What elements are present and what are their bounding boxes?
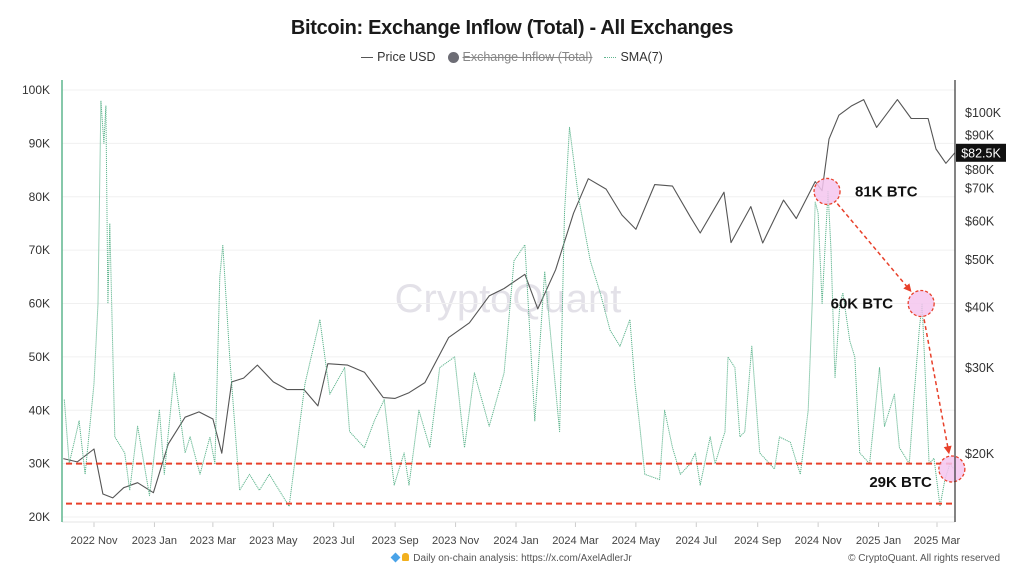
y-right-tick-label: $20K <box>965 447 995 461</box>
highlight-circle <box>813 177 841 206</box>
x-tick-label: 2023 Sep <box>372 535 419 547</box>
legend-item-exchange-inflow[interactable]: Exchange Inflow (Total) <box>447 50 593 64</box>
legend-label: SMA(7) <box>620 50 663 64</box>
y-left-tick-label: 60K <box>29 297 50 311</box>
footer-analysis-text[interactable]: Daily on-chain analysis: https://x.com/A… <box>413 553 632 564</box>
y-left-tick-label: 90K <box>29 136 50 150</box>
y-right-tick-label: $100K <box>965 106 1002 120</box>
y-left-tick-label: 40K <box>29 403 50 417</box>
y-right-tick-label: $30K <box>965 361 995 375</box>
legend-item-sma[interactable]: SMA(7) <box>604 50 663 64</box>
trend-arrow <box>923 319 950 453</box>
diamond-icon <box>390 552 401 563</box>
y-left-tick-label: 30K <box>29 457 50 471</box>
annotation-label: 81K BTC <box>855 183 918 200</box>
y-right-tick-label: $90K <box>965 128 995 142</box>
legend: Price USD Exchange Inflow (Total) SMA(7) <box>0 50 1024 64</box>
highlight-circle <box>907 289 935 318</box>
footer-analysis: Daily on-chain analysis: https://x.com/A… <box>0 552 1024 564</box>
sma7-line <box>63 100 955 507</box>
y-left-tick-label: 20K <box>29 510 50 524</box>
watermark: CryptoQuant <box>395 277 622 321</box>
y-right-tick-label: $80K <box>965 163 995 177</box>
x-tick-label: 2022 Nov <box>70 535 118 547</box>
x-tick-label: 2025 Jan <box>856 535 901 547</box>
raised-hands-icon <box>402 553 410 561</box>
x-tick-label: 2023 Nov <box>432 535 480 547</box>
annotation-label: 29K BTC <box>869 474 932 491</box>
chart-title: Bitcoin: Exchange Inflow (Total) - All E… <box>290 17 734 39</box>
legend-label: Exchange Inflow (Total) <box>462 50 593 64</box>
annotation-label: 60K BTC <box>831 296 894 313</box>
price-line <box>63 99 956 499</box>
legend-item-price[interactable]: Price USD <box>361 50 436 64</box>
y-left-tick-label: 100K <box>22 83 50 97</box>
highlight-circle <box>938 455 966 483</box>
y-left-tick-label: 80K <box>29 190 50 204</box>
x-tick-label: 2024 Mar <box>552 535 599 547</box>
x-tick-label: 2024 May <box>612 535 661 547</box>
y-right-tick-label: $60K <box>965 214 995 228</box>
y-right-tick-label: $50K <box>965 253 995 267</box>
x-tick-label: 2023 Jul <box>313 535 355 547</box>
x-tick-label: 2024 Jan <box>493 535 538 547</box>
last-price-tag <box>956 143 1006 162</box>
x-tick-label: 2024 Nov <box>795 535 843 547</box>
trend-arrow <box>836 203 911 291</box>
x-tick-label: 2024 Sep <box>734 535 781 547</box>
y-right-tick-label: $40K <box>965 300 995 314</box>
legend-label: Price USD <box>377 50 436 64</box>
x-tick-label: 2024 Jul <box>675 535 717 547</box>
arrowhead-icon <box>903 283 912 293</box>
y-left-tick-label: 70K <box>29 243 50 257</box>
arrowhead-icon <box>943 445 952 455</box>
line-swatch-icon <box>361 56 374 58</box>
footer-copyright: © CryptoQuant. All rights reserved <box>848 553 1000 564</box>
x-tick-label: 2023 Jan <box>132 535 177 547</box>
x-tick-label: 2025 Mar <box>914 535 961 547</box>
x-tick-label: 2023 May <box>249 535 298 547</box>
y-right-tick-label: $70K <box>965 182 995 196</box>
x-tick-label: 2023 Mar <box>190 535 237 547</box>
y-left-tick-label: 50K <box>29 350 50 364</box>
last-price-label: $82.5K <box>961 146 1001 160</box>
circle-swatch-icon <box>447 51 459 63</box>
dotted-line-swatch-icon <box>604 56 617 58</box>
